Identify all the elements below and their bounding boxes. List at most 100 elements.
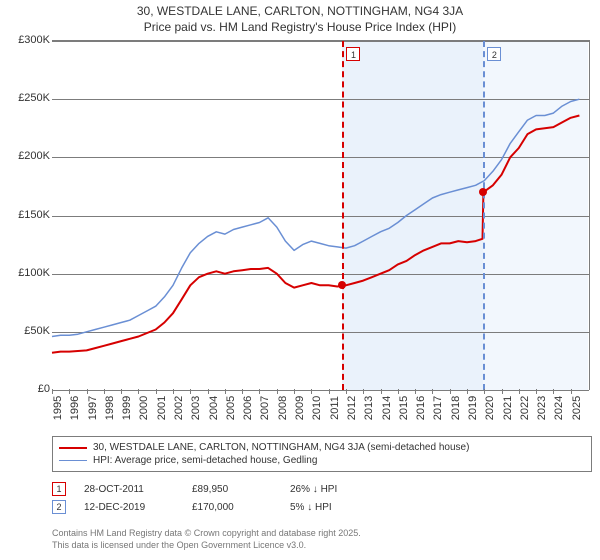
x-tick-label: 2002 [173, 396, 185, 420]
title-line-2: Price paid vs. HM Land Registry's House … [0, 20, 600, 36]
x-tick-mark [415, 389, 416, 394]
x-tick-label: 2017 [432, 396, 444, 420]
x-tick-label: 2010 [311, 396, 323, 420]
x-tick-label: 2013 [363, 396, 375, 420]
y-tick-label: £100K [10, 267, 50, 279]
x-tick-mark [553, 389, 554, 394]
x-tick-label: 1998 [104, 396, 116, 420]
x-tick-label: 2019 [467, 396, 479, 420]
series-line [52, 99, 579, 336]
x-tick-mark [52, 389, 53, 394]
x-tick-mark [502, 389, 503, 394]
footer-line-1: Contains HM Land Registry data © Crown c… [52, 528, 361, 540]
x-tick-label: 2005 [225, 396, 237, 420]
footer-line-2: This data is licensed under the Open Gov… [52, 540, 361, 552]
x-tick-mark [329, 389, 330, 394]
x-tick-mark [138, 389, 139, 394]
vertical-marker-line [483, 41, 485, 390]
x-tick-mark [225, 389, 226, 394]
vertical-marker-line [342, 41, 344, 390]
x-tick-mark [432, 389, 433, 394]
x-tick-mark [571, 389, 572, 394]
x-tick-label: 2015 [398, 396, 410, 420]
transaction-key: 1 [52, 482, 66, 496]
y-tick-label: £250K [10, 92, 50, 104]
sale-point [338, 281, 346, 289]
transaction-row: 1 28-OCT-2011 £89,950 26% ↓ HPI [52, 480, 592, 498]
x-tick-label: 2012 [346, 396, 358, 420]
transaction-date: 28-OCT-2011 [84, 484, 174, 495]
x-tick-mark [242, 389, 243, 394]
x-tick-mark [363, 389, 364, 394]
transactions-table: 1 28-OCT-2011 £89,950 26% ↓ HPI 2 12-DEC-2019… [52, 480, 592, 516]
x-tick-mark [156, 389, 157, 394]
x-tick-label: 2007 [259, 396, 271, 420]
x-tick-mark [208, 389, 209, 394]
legend-label: 30, WESTDALE LANE, CARLTON, NOTTINGHAM, … [93, 442, 469, 453]
x-tick-label: 2006 [242, 396, 254, 420]
x-tick-mark [173, 389, 174, 394]
x-tick-label: 2021 [502, 396, 514, 420]
x-tick-label: 2022 [519, 396, 531, 420]
transaction-diff: 5% ↓ HPI [290, 502, 410, 513]
x-tick-mark [450, 389, 451, 394]
x-tick-label: 2016 [415, 396, 427, 420]
x-tick-label: 1996 [69, 396, 81, 420]
legend-item: HPI: Average price, semi-detached house,… [59, 454, 585, 467]
x-tick-label: 1997 [87, 396, 99, 420]
x-tick-label: 2011 [329, 396, 341, 420]
x-tick-mark [381, 389, 382, 394]
x-tick-mark [87, 389, 88, 394]
legend-swatch [59, 447, 87, 449]
x-tick-mark [69, 389, 70, 394]
transaction-diff: 26% ↓ HPI [290, 484, 410, 495]
line-series-svg [52, 41, 589, 390]
x-tick-label: 1999 [121, 396, 133, 420]
x-tick-label: 2018 [450, 396, 462, 420]
x-tick-label: 2008 [277, 396, 289, 420]
gridline-horizontal [52, 390, 589, 391]
x-tick-label: 2023 [536, 396, 548, 420]
transaction-price: £89,950 [192, 484, 272, 495]
transaction-price: £170,000 [192, 502, 272, 513]
x-tick-mark [519, 389, 520, 394]
legend-box: 30, WESTDALE LANE, CARLTON, NOTTINGHAM, … [52, 436, 592, 472]
x-tick-mark [398, 389, 399, 394]
legend-block: 30, WESTDALE LANE, CARLTON, NOTTINGHAM, … [52, 436, 592, 516]
x-tick-label: 2025 [571, 396, 583, 420]
x-tick-mark [277, 389, 278, 394]
x-tick-mark [121, 389, 122, 394]
x-tick-mark [311, 389, 312, 394]
y-tick-label: £150K [10, 209, 50, 221]
x-tick-label: 1995 [52, 396, 64, 420]
marker-box: 1 [346, 47, 360, 61]
series-line [52, 116, 579, 353]
footer-attribution: Contains HM Land Registry data © Crown c… [52, 528, 361, 551]
x-tick-label: 2009 [294, 396, 306, 420]
y-tick-label: £300K [10, 34, 50, 46]
x-tick-label: 2001 [156, 396, 168, 420]
x-tick-mark [294, 389, 295, 394]
transaction-date: 12-DEC-2019 [84, 502, 174, 513]
x-tick-mark [536, 389, 537, 394]
title-line-1: 30, WESTDALE LANE, CARLTON, NOTTINGHAM, … [0, 4, 600, 20]
transaction-row: 2 12-DEC-2019 £170,000 5% ↓ HPI [52, 498, 592, 516]
transaction-key: 2 [52, 500, 66, 514]
marker-box: 2 [487, 47, 501, 61]
y-tick-label: £50K [10, 325, 50, 337]
chart-titles: 30, WESTDALE LANE, CARLTON, NOTTINGHAM, … [0, 0, 600, 35]
x-tick-mark [259, 389, 260, 394]
x-tick-label: 2020 [484, 396, 496, 420]
x-tick-label: 2003 [190, 396, 202, 420]
legend-swatch [59, 460, 87, 461]
sale-point [479, 188, 487, 196]
plot-area: 12 [52, 40, 590, 390]
x-tick-mark [484, 389, 485, 394]
y-tick-label: £200K [10, 150, 50, 162]
x-tick-mark [190, 389, 191, 394]
y-tick-label: £0 [10, 383, 50, 395]
legend-label: HPI: Average price, semi-detached house,… [93, 455, 317, 466]
x-tick-label: 2024 [553, 396, 565, 420]
x-tick-mark [104, 389, 105, 394]
x-tick-label: 2000 [138, 396, 150, 420]
